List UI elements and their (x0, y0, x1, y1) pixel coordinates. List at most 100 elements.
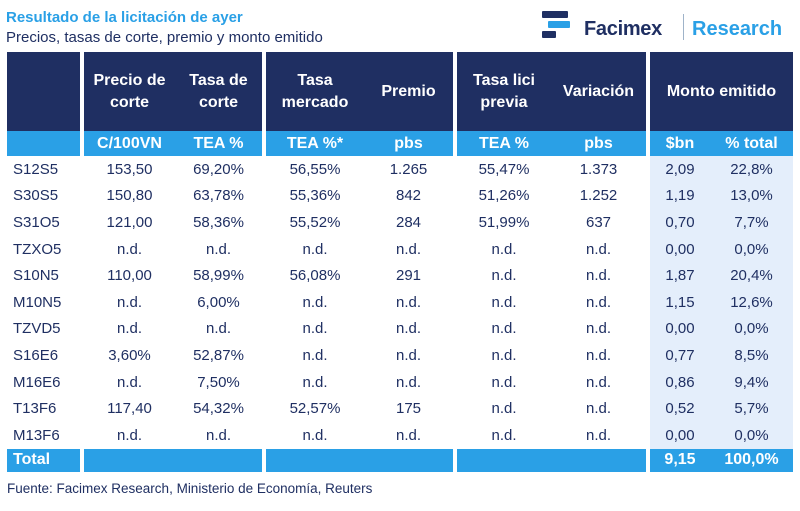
cell-premium: 291 (364, 262, 453, 289)
cell-cutoff-price: n.d. (84, 315, 175, 343)
column-gap (646, 262, 650, 289)
column-gap (262, 395, 266, 422)
cell-amount: 1,19 (650, 182, 710, 210)
cell-share: 12,6% (710, 288, 793, 316)
column-gap (646, 395, 650, 422)
table-row: M13F6 n.d. n.d. n.d. n.d. n.d. n.d. 0,00 0,0% (7, 421, 793, 449)
table-row: M16E6 n.d. 7,50% n.d. n.d. n.d. n.d. 0,86 9,4% (7, 368, 793, 396)
table-row: S16E6 3,60% 52,87% n.d. n.d. n.d. n.d. 0,77 8,5% (7, 342, 793, 369)
column-gap (80, 315, 84, 343)
cell-share: 20,4% (710, 262, 793, 289)
cell-ticker: S16E6 (7, 342, 80, 369)
cell-ticker: S12S5 (7, 156, 80, 183)
column-gap (453, 342, 457, 369)
cell-cutoff-rate: n.d. (175, 315, 262, 343)
column-gap (262, 342, 266, 369)
cell-share: 8,5% (710, 342, 793, 369)
cell-share: 22,8% (710, 156, 793, 183)
cell-premium: n.d. (364, 342, 453, 369)
column-header-ticker (7, 52, 80, 131)
column-gap (80, 209, 84, 236)
column-gap (80, 421, 84, 449)
cell-premium: 1.265 (364, 156, 453, 183)
cell-cutoff-rate: 58,36% (175, 209, 262, 236)
cell-cutoff-rate: 6,00% (175, 288, 262, 316)
column-header-amount-issued: Monto emitido (650, 52, 793, 131)
cell-previous-rate: n.d. (457, 421, 551, 449)
cell-cutoff-rate: 52,87% (175, 342, 262, 369)
cell-ticker: T13F6 (7, 395, 80, 422)
table-units-row: C/100VN TEA % TEA %* pbs TEA % pbs $bn %… (7, 131, 793, 156)
column-gap (80, 395, 84, 422)
column-gap (262, 156, 266, 183)
cell-cutoff-rate: n.d. (175, 235, 262, 263)
cell-cutoff-price: n.d. (84, 421, 175, 449)
column-gap (80, 156, 84, 183)
cell-previous-rate: 55,47% (457, 156, 551, 183)
cell-market-rate: n.d. (266, 421, 364, 449)
column-gap (262, 288, 266, 316)
cell-market-rate: 55,36% (266, 182, 364, 210)
column-header-cutoff-rate: Tasa de corte (175, 52, 262, 131)
column-gap (453, 448, 457, 472)
cell-amount: 0,00 (650, 421, 710, 449)
source-note: Fuente: Facimex Research, Ministerio de … (7, 481, 373, 496)
cell-premium: 842 (364, 182, 453, 210)
column-gap (646, 315, 650, 343)
total-empty-cell (266, 448, 453, 472)
cell-variation: 637 (551, 209, 646, 236)
cell-variation: n.d. (551, 288, 646, 316)
column-gap (453, 235, 457, 263)
column-header-premium: Premio (364, 52, 453, 131)
column-header-cutoff-price: Precio de corte (84, 52, 175, 131)
unit-premium: pbs (364, 131, 453, 156)
table-row: TZXO5 n.d. n.d. n.d. n.d. n.d. n.d. 0,00 0,0% (7, 235, 793, 263)
cell-previous-rate: n.d. (457, 342, 551, 369)
unit-cutoff-price: C/100VN (84, 131, 175, 156)
table-row: S30S5 150,80 63,78% 55,36% 842 51,26% 1.252 1,1… (7, 182, 793, 210)
cell-premium: n.d. (364, 315, 453, 343)
cell-previous-rate: n.d. (457, 288, 551, 316)
total-empty-cell (84, 448, 262, 472)
cell-market-rate: 56,08% (266, 262, 364, 289)
cell-ticker: M10N5 (7, 288, 80, 316)
column-gap (453, 421, 457, 449)
column-gap (646, 235, 650, 263)
cell-share: 0,0% (710, 421, 793, 449)
cell-amount: 2,09 (650, 156, 710, 183)
cell-previous-rate: 51,26% (457, 182, 551, 210)
brand-divider (683, 14, 684, 40)
cell-ticker: M16E6 (7, 368, 80, 396)
cell-market-rate: n.d. (266, 342, 364, 369)
cell-premium: n.d. (364, 421, 453, 449)
cell-ticker: TZVD5 (7, 315, 80, 343)
unit-ticker (7, 131, 80, 156)
cell-amount: 1,87 (650, 262, 710, 289)
column-gap (646, 131, 650, 156)
column-gap (453, 262, 457, 289)
cell-variation: 1.252 (551, 182, 646, 210)
cell-cutoff-rate: 54,32% (175, 395, 262, 422)
cell-variation: n.d. (551, 262, 646, 289)
cell-cutoff-price: 121,00 (84, 209, 175, 236)
column-gap (646, 182, 650, 210)
cell-market-rate: n.d. (266, 368, 364, 396)
cell-amount: 0,52 (650, 395, 710, 422)
cell-cutoff-price: n.d. (84, 368, 175, 396)
column-gap (80, 182, 84, 210)
cell-previous-rate: 51,99% (457, 209, 551, 236)
unit-variation: pbs (551, 131, 646, 156)
cell-previous-rate: n.d. (457, 315, 551, 343)
column-gap (453, 288, 457, 316)
cell-amount: 0,70 (650, 209, 710, 236)
table-row: S31O5 121,00 58,36% 55,52% 284 51,99% 637 0,70 7… (7, 209, 793, 236)
cell-market-rate: 55,52% (266, 209, 364, 236)
cell-variation: n.d. (551, 395, 646, 422)
cell-ticker: S30S5 (7, 182, 80, 210)
cell-premium: 175 (364, 395, 453, 422)
column-gap (453, 395, 457, 422)
auction-results-table: Precio de corte Tasa de corte Tasa merca… (7, 52, 793, 472)
cell-cutoff-price: 3,60% (84, 342, 175, 369)
page-subtitle: Precios, tasas de corte, premio y monto … (6, 29, 323, 46)
cell-cutoff-price: 153,50 (84, 156, 175, 183)
